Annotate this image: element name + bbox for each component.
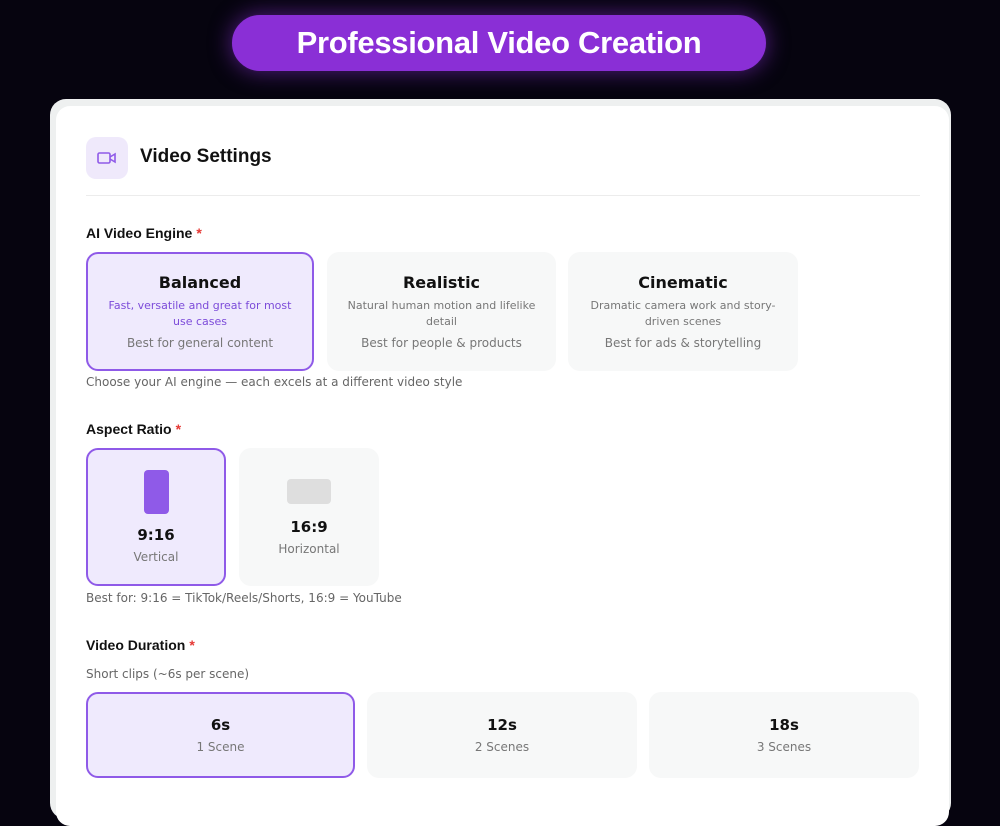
engine-option-cinematic[interactable]: Cinematic Dramatic camera work and story… (568, 252, 798, 371)
ratio-value: 9:16 (137, 526, 175, 544)
duration-option-6s[interactable]: 6s 1 Scene (86, 692, 355, 778)
duration-label: Video Duration * (86, 637, 195, 653)
engine-label-text: AI Video Engine (86, 225, 193, 241)
required-marker: * (189, 637, 195, 653)
duration-value: 18s (769, 716, 799, 734)
duration-option-12s[interactable]: 12s 2 Scenes (367, 692, 637, 778)
engine-hint: Choose your AI engine — each excels at a… (86, 375, 463, 389)
scene-count: 3 Scenes (756, 740, 812, 754)
scene-count: 1 Scene (196, 740, 245, 754)
page-title-banner: Professional Video Creation (231, 14, 767, 72)
aspect-label-text: Aspect Ratio (86, 421, 172, 437)
scene-count: 2 Scenes (474, 740, 530, 754)
horizontal-ratio-icon (287, 478, 331, 504)
video-camera-icon (86, 137, 128, 179)
ratio-value: 16:9 (290, 517, 328, 536)
duration-label-text: Video Duration (86, 637, 186, 653)
option-description: Natural human motion and lifelike detail (347, 299, 536, 328)
aspect-option-horizontal[interactable]: 16:9 Horizontal (239, 448, 379, 586)
option-title: Cinematic (638, 273, 728, 292)
option-best-for: Best for general content (126, 336, 274, 350)
section-title: Video Settings (140, 146, 272, 167)
divider (86, 195, 920, 196)
ratio-name: Horizontal (278, 541, 340, 556)
aspect-label: Aspect Ratio * (86, 421, 181, 437)
ratio-name: Vertical (133, 550, 179, 564)
duration-option-18s[interactable]: 18s 3 Scenes (649, 692, 919, 778)
duration-value: 6s (210, 716, 231, 734)
option-title: Balanced (158, 273, 242, 292)
aspect-hint: Best for: 9:16 = TikTok/Reels/Shorts, 16… (86, 591, 402, 605)
required-marker: * (196, 225, 202, 241)
vertical-ratio-icon (143, 470, 169, 514)
engine-option-realistic[interactable]: Realistic Natural human motion and lifel… (327, 252, 556, 371)
option-best-for: Best for people & products (361, 336, 522, 350)
engine-option-balanced[interactable]: Balanced Fast, versatile and great for m… (86, 252, 314, 371)
duration-value: 12s (487, 716, 517, 734)
option-description: Dramatic camera work and story-driven sc… (590, 299, 776, 328)
option-best-for: Best for ads & storytelling (604, 336, 762, 350)
option-description: Fast, versatile and great for most use c… (108, 299, 292, 328)
required-marker: * (175, 421, 182, 437)
engine-label: AI Video Engine * (86, 225, 202, 241)
aspect-option-vertical[interactable]: 9:16 Vertical (86, 448, 226, 586)
option-title: Realistic (402, 273, 481, 292)
duration-subtitle: Short clips (~6s per scene) (86, 667, 250, 681)
